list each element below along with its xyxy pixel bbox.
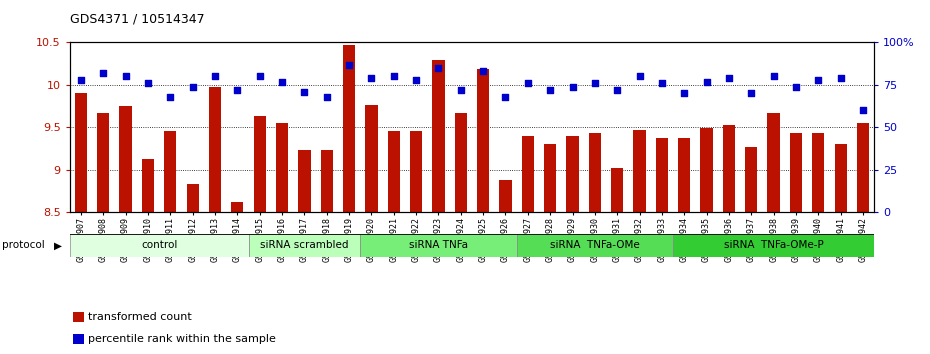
- Bar: [857, 123, 870, 212]
- Point: [699, 79, 714, 84]
- Point: [230, 87, 245, 93]
- Bar: [97, 113, 110, 212]
- Bar: [700, 128, 712, 212]
- Text: percentile rank within the sample: percentile rank within the sample: [87, 334, 275, 344]
- Bar: [74, 93, 87, 212]
- Point: [364, 75, 379, 81]
- Bar: [254, 116, 266, 212]
- Bar: [790, 133, 803, 212]
- Bar: [432, 60, 445, 212]
- Point: [856, 108, 870, 113]
- Point: [655, 80, 670, 86]
- Bar: [365, 105, 378, 212]
- Point: [140, 80, 155, 86]
- Bar: [299, 150, 311, 212]
- Point: [453, 87, 468, 93]
- Bar: [388, 131, 400, 212]
- Bar: [232, 202, 244, 212]
- Point: [521, 80, 536, 86]
- FancyBboxPatch shape: [517, 234, 673, 257]
- FancyBboxPatch shape: [673, 234, 874, 257]
- FancyBboxPatch shape: [248, 234, 360, 257]
- Point: [565, 84, 580, 90]
- Bar: [633, 130, 645, 212]
- Bar: [678, 138, 690, 212]
- Point: [543, 87, 558, 93]
- Bar: [141, 159, 154, 212]
- Text: ▶: ▶: [54, 240, 62, 250]
- Bar: [343, 45, 355, 212]
- Point: [185, 84, 200, 90]
- Bar: [544, 144, 556, 212]
- Bar: [834, 144, 847, 212]
- Text: control: control: [141, 240, 178, 250]
- Point: [118, 74, 133, 79]
- Bar: [165, 131, 177, 212]
- Point: [431, 65, 445, 71]
- FancyBboxPatch shape: [70, 234, 248, 257]
- Bar: [321, 150, 333, 212]
- Point: [811, 77, 826, 83]
- Point: [73, 77, 88, 83]
- Bar: [119, 106, 132, 212]
- Bar: [656, 138, 668, 212]
- Point: [833, 75, 848, 81]
- Bar: [723, 125, 735, 212]
- Text: siRNA scrambled: siRNA scrambled: [260, 240, 349, 250]
- Bar: [477, 69, 489, 212]
- Point: [588, 80, 603, 86]
- Point: [319, 94, 334, 100]
- Point: [386, 74, 401, 79]
- Point: [766, 74, 781, 79]
- Bar: [276, 123, 288, 212]
- Bar: [209, 87, 221, 212]
- Bar: [812, 132, 825, 212]
- Point: [207, 74, 222, 79]
- Point: [341, 62, 356, 67]
- Point: [163, 94, 178, 100]
- Bar: [767, 113, 779, 212]
- Point: [274, 79, 289, 84]
- Bar: [73, 334, 84, 344]
- Bar: [566, 136, 578, 212]
- Bar: [187, 184, 199, 212]
- Point: [677, 91, 692, 96]
- Point: [632, 74, 647, 79]
- Bar: [611, 168, 623, 212]
- Point: [252, 74, 267, 79]
- Bar: [455, 113, 467, 212]
- Bar: [522, 136, 534, 212]
- Text: siRNA  TNFa-OMe: siRNA TNFa-OMe: [550, 240, 640, 250]
- Bar: [73, 312, 84, 322]
- Point: [722, 75, 737, 81]
- Bar: [499, 180, 512, 212]
- Text: siRNA TNFa: siRNA TNFa: [409, 240, 468, 250]
- Point: [476, 69, 491, 74]
- Text: siRNA  TNFa-OMe-P: siRNA TNFa-OMe-P: [724, 240, 824, 250]
- Point: [610, 87, 625, 93]
- Point: [297, 89, 312, 95]
- Bar: [589, 132, 601, 212]
- Text: GDS4371 / 10514347: GDS4371 / 10514347: [70, 12, 205, 25]
- Point: [498, 94, 513, 100]
- Point: [408, 77, 423, 83]
- Bar: [745, 147, 757, 212]
- Text: protocol: protocol: [2, 240, 45, 250]
- Text: transformed count: transformed count: [87, 312, 192, 322]
- Point: [96, 70, 111, 76]
- Bar: [410, 131, 422, 212]
- FancyBboxPatch shape: [360, 234, 517, 257]
- Point: [789, 84, 804, 90]
- Point: [744, 91, 759, 96]
